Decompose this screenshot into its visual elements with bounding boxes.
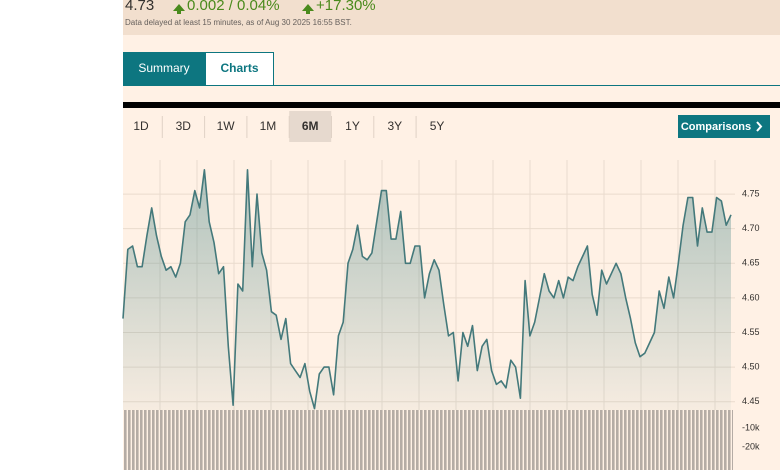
up-arrow bbox=[173, 4, 185, 14]
range-button[interactable]: 1M bbox=[260, 119, 277, 133]
charts-tab-label[interactable]: Charts bbox=[220, 61, 258, 75]
price: 4.73 bbox=[125, 0, 154, 14]
change: 0.002 / 0.04% bbox=[187, 0, 280, 14]
y-tick-label: 4.50 bbox=[742, 361, 760, 371]
chevron-icon bbox=[756, 121, 763, 132]
comparisons-button[interactable] bbox=[678, 115, 770, 138]
range-button[interactable]: 1Y bbox=[345, 119, 360, 133]
up-arrow bbox=[302, 4, 314, 14]
header-band bbox=[123, 0, 780, 35]
range-selector: 1D 3D 1W 1M 6M 1Y 3Y 5Y bbox=[133, 111, 444, 142]
range-button[interactable]: 1W bbox=[217, 119, 236, 133]
range-button[interactable]: 3Y bbox=[387, 119, 402, 133]
summary-tab[interactable] bbox=[123, 52, 205, 86]
volume-label: -10k bbox=[742, 422, 760, 432]
price-line bbox=[122, 169, 732, 410]
volume-label: -20k bbox=[742, 441, 760, 451]
range-button[interactable]: 3D bbox=[176, 119, 192, 133]
y-tick-label: 4.70 bbox=[742, 223, 760, 233]
comparisons-label[interactable]: Comparisons bbox=[681, 121, 751, 133]
y-tick-label: 4.60 bbox=[742, 292, 760, 302]
delay-note: Data delayed at least 15 minutes, as of … bbox=[125, 18, 352, 27]
volume-bars bbox=[123, 410, 733, 470]
y-tick-label: 4.75 bbox=[742, 188, 760, 198]
range-button[interactable]: 6M bbox=[302, 119, 319, 133]
divider-bar bbox=[123, 102, 780, 108]
y-tick-label: 4.45 bbox=[742, 396, 760, 406]
period-change: +17.30% bbox=[316, 0, 376, 14]
y-tick-label: 4.65 bbox=[742, 258, 760, 268]
range-selected-bg bbox=[289, 111, 332, 142]
range-button[interactable]: 1D bbox=[133, 119, 149, 133]
range-button[interactable]: 5Y bbox=[430, 119, 445, 133]
y-tick-label: 4.55 bbox=[742, 327, 760, 337]
summary-tab-label[interactable]: Summary bbox=[138, 61, 189, 75]
charts-tab[interactable] bbox=[205, 52, 274, 86]
